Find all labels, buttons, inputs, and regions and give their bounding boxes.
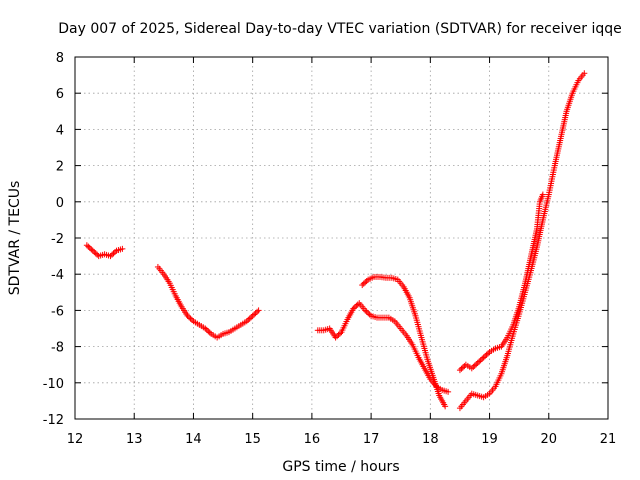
data-point	[483, 351, 490, 358]
x-tick-label: 15	[244, 432, 261, 447]
axis-ticks	[74, 56, 609, 420]
data-point	[471, 362, 478, 369]
data-point	[474, 359, 481, 366]
x-axis-label: GPS time / hours	[282, 459, 399, 475]
data-point	[459, 364, 466, 371]
data-point	[92, 250, 99, 257]
data-point	[255, 307, 262, 314]
data-point	[485, 350, 492, 357]
data-point	[445, 388, 452, 395]
data-point	[480, 354, 487, 361]
data-point	[252, 310, 259, 317]
data-point	[249, 312, 256, 319]
data-point	[248, 314, 255, 321]
x-tick-label: 21	[600, 432, 617, 447]
data-point	[94, 251, 101, 258]
y-tick-label: -2	[51, 232, 64, 247]
data-point	[353, 302, 360, 309]
data-point	[251, 311, 258, 318]
data-point	[109, 251, 116, 258]
x-tick-labels: 12 13 14 15 16 17 18 19 20 21	[67, 432, 617, 447]
data-point	[187, 315, 194, 322]
y-tick-label: -10	[43, 377, 64, 392]
data-point	[477, 357, 484, 364]
data-point	[202, 325, 209, 332]
data-point	[581, 70, 588, 77]
data-point	[362, 279, 369, 286]
data-points	[83, 70, 588, 412]
data-point	[468, 365, 475, 372]
x-tick-label: 14	[185, 432, 202, 447]
x-tick-label: 17	[363, 432, 380, 447]
data-point	[111, 249, 118, 256]
data-point	[442, 403, 449, 410]
data-point	[184, 312, 191, 319]
data-point	[366, 311, 373, 318]
data-point	[89, 247, 96, 254]
data-point	[243, 318, 250, 325]
grid-lines	[75, 57, 608, 419]
data-point	[254, 308, 261, 315]
data-point	[458, 365, 465, 372]
data-point	[359, 282, 366, 289]
data-point	[107, 253, 114, 260]
x-tick-label: 12	[67, 432, 84, 447]
x-tick-label: 19	[481, 432, 498, 447]
data-point	[360, 280, 367, 287]
y-tick-label: 8	[56, 51, 64, 66]
y-tick-labels: 8 6 4 2 0 -2 -4 -6 -8 -10 -12	[43, 51, 64, 428]
data-point	[245, 316, 252, 323]
data-point	[363, 308, 370, 315]
data-point	[362, 307, 369, 314]
data-point	[363, 277, 370, 284]
chart-title: Day 007 of 2025, Sidereal Day-to-day VTE…	[58, 21, 622, 37]
y-tick-label: -4	[51, 268, 64, 283]
y-tick-label: 0	[56, 196, 64, 211]
x-tick-label: 16	[304, 432, 321, 447]
y-tick-label: -8	[51, 341, 64, 356]
data-point	[335, 331, 342, 338]
data-point	[203, 326, 210, 333]
y-tick-label: 4	[56, 123, 64, 138]
data-point	[88, 246, 95, 253]
data-point	[206, 329, 213, 336]
x-tick-label: 18	[422, 432, 439, 447]
data-point	[350, 305, 357, 312]
x-tick-label: 20	[541, 432, 558, 447]
data-point	[479, 355, 486, 362]
data-point	[473, 361, 480, 368]
data-point	[334, 333, 341, 340]
y-tick-label: 2	[56, 160, 64, 175]
y-tick-label: -6	[51, 304, 64, 319]
data-point	[85, 243, 92, 250]
data-point	[188, 316, 195, 323]
y-tick-label: 6	[56, 87, 64, 102]
data-point	[539, 191, 546, 198]
data-point	[365, 310, 372, 317]
data-point	[86, 244, 93, 251]
y-axis-label: SDTVAR / TECUs	[7, 181, 23, 296]
y-tick-label: -12	[43, 413, 64, 428]
data-point	[83, 242, 90, 249]
data-point	[476, 358, 483, 365]
data-point	[351, 304, 358, 311]
data-point	[456, 367, 463, 374]
data-point	[119, 245, 126, 252]
data-point	[337, 330, 344, 337]
data-point	[246, 315, 253, 322]
data-point	[470, 363, 477, 370]
data-point	[205, 328, 212, 335]
data-point	[332, 334, 339, 341]
data-point	[482, 353, 489, 360]
data-point	[91, 249, 98, 256]
x-tick-label: 13	[126, 432, 143, 447]
data-point	[186, 314, 193, 321]
data-point	[110, 250, 117, 257]
